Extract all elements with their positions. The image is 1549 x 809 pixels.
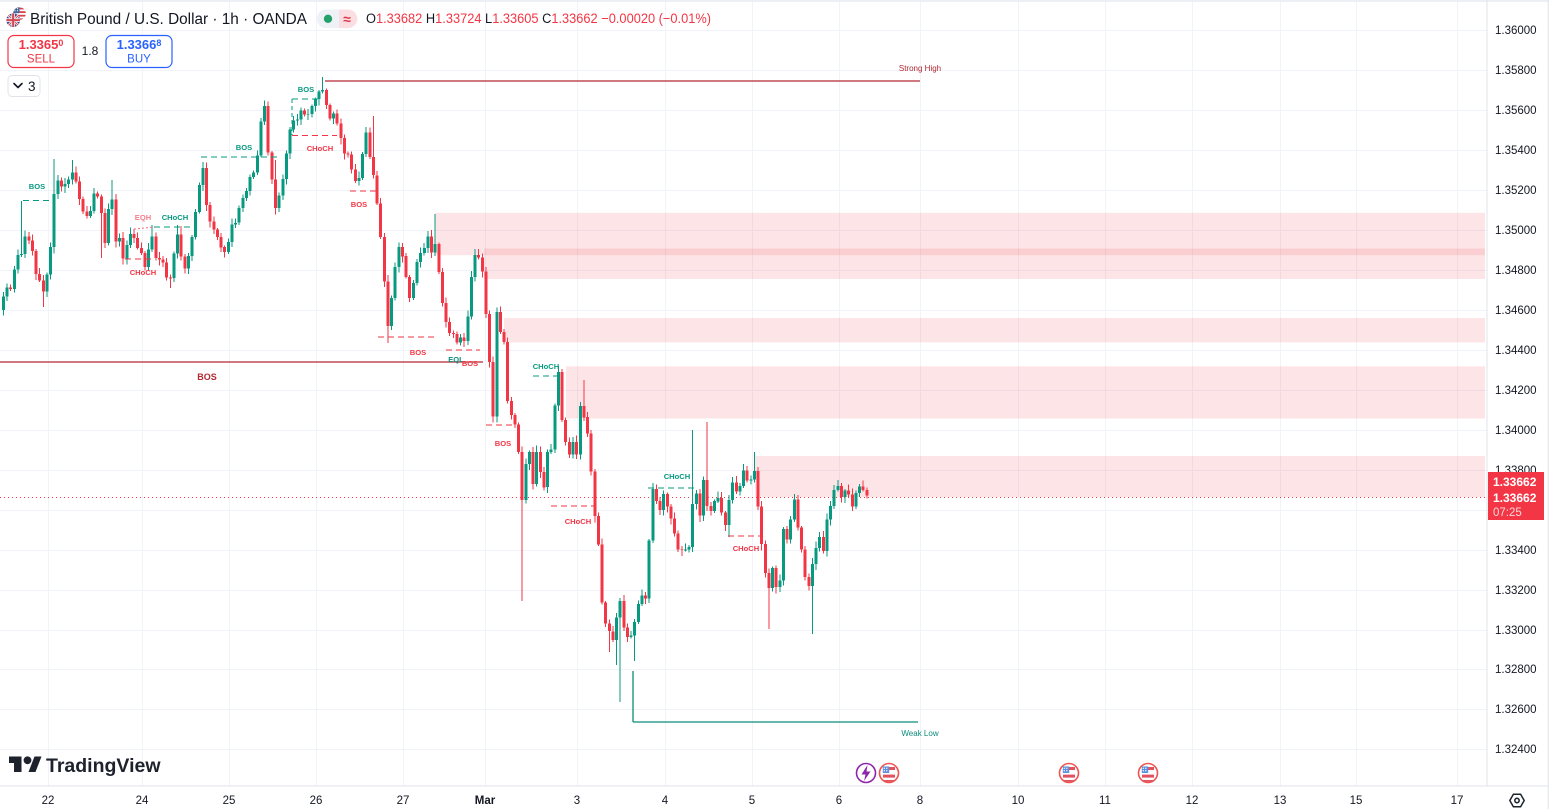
svg-text:BOS: BOS (410, 348, 426, 357)
svg-text:27: 27 (397, 795, 410, 807)
svg-text:EQL: EQL (448, 355, 464, 364)
svg-text:1.33200: 1.33200 (1495, 585, 1537, 597)
svg-text:1.36000: 1.36000 (1495, 25, 1537, 37)
svg-text:BOS: BOS (351, 200, 367, 209)
svg-text:Strong High: Strong High (899, 64, 941, 73)
svg-text:CHoCH: CHoCH (733, 544, 760, 553)
svg-text:07:25: 07:25 (1493, 507, 1522, 519)
svg-text:BUY: BUY (127, 54, 151, 66)
svg-text:BOS: BOS (236, 143, 252, 152)
svg-text:CHoCH: CHoCH (130, 268, 157, 277)
svg-text:BOS: BOS (197, 372, 217, 382)
svg-text:CHoCH: CHoCH (162, 213, 189, 222)
svg-text:12: 12 (1186, 795, 1199, 807)
svg-text:1.35000: 1.35000 (1495, 225, 1537, 237)
svg-text:1.35600: 1.35600 (1495, 105, 1537, 117)
svg-text:Weak Low: Weak Low (901, 729, 938, 738)
svg-text:6: 6 (836, 795, 842, 807)
svg-text:CHoCH: CHoCH (533, 362, 560, 371)
svg-text:Mar: Mar (475, 795, 496, 807)
svg-text:25: 25 (223, 795, 236, 807)
svg-text:CHoCH: CHoCH (565, 517, 592, 526)
svg-text:TradingView: TradingView (46, 755, 161, 777)
svg-text:17: 17 (1451, 795, 1464, 807)
svg-text:5: 5 (749, 795, 755, 807)
svg-text:1.8: 1.8 (82, 44, 99, 58)
svg-text:3: 3 (28, 79, 36, 94)
svg-text:1.34600: 1.34600 (1495, 305, 1537, 317)
svg-text:10: 10 (1012, 795, 1025, 807)
svg-text:SELL: SELL (27, 54, 56, 66)
svg-text:BOS: BOS (462, 359, 478, 368)
svg-text:BOS: BOS (29, 182, 45, 191)
svg-text:4: 4 (662, 795, 669, 807)
svg-text:1.33662: 1.33662 (1493, 475, 1537, 489)
svg-text:BOS: BOS (495, 439, 511, 448)
svg-text:1.35800: 1.35800 (1495, 65, 1537, 77)
svg-text:8: 8 (917, 795, 923, 807)
svg-text:CHoCH: CHoCH (664, 472, 691, 481)
svg-text:1.35200: 1.35200 (1495, 185, 1537, 197)
svg-text:≈: ≈ (343, 11, 351, 27)
svg-text:15: 15 (1350, 795, 1363, 807)
svg-text:1.34400: 1.34400 (1495, 345, 1537, 357)
svg-text:24: 24 (136, 795, 149, 807)
svg-text:1.32600: 1.32600 (1495, 704, 1537, 716)
svg-text:11: 11 (1099, 795, 1111, 807)
svg-text:1.33668: 1.33668 (117, 37, 162, 52)
svg-text:EQH: EQH (135, 213, 151, 222)
svg-text:1.33662: 1.33662 (1493, 491, 1537, 505)
svg-text:BOS: BOS (298, 85, 314, 94)
svg-text:O1.33682 H1.33724 L1.33605 C1.: O1.33682 H1.33724 L1.33605 C1.33662 −0.0… (366, 11, 711, 26)
svg-text:1.34800: 1.34800 (1495, 265, 1537, 277)
svg-text:1.34000: 1.34000 (1495, 425, 1537, 437)
svg-text:1.32800: 1.32800 (1495, 664, 1537, 676)
svg-text:13: 13 (1274, 795, 1287, 807)
svg-text:3: 3 (574, 795, 580, 807)
svg-text:British Pound / U.S. Dollar ·: British Pound / U.S. Dollar · 1h · OANDA (30, 11, 308, 28)
svg-text:1.34200: 1.34200 (1495, 385, 1537, 397)
svg-text:CHoCH: CHoCH (307, 144, 334, 153)
svg-text:1.33000: 1.33000 (1495, 625, 1537, 637)
svg-text:26: 26 (310, 795, 323, 807)
svg-text:1.33400: 1.33400 (1495, 545, 1537, 557)
svg-text:22: 22 (42, 795, 55, 807)
svg-text:1.33650: 1.33650 (19, 37, 64, 52)
svg-text:1.35400: 1.35400 (1495, 145, 1537, 157)
svg-text:1.32400: 1.32400 (1495, 744, 1537, 756)
